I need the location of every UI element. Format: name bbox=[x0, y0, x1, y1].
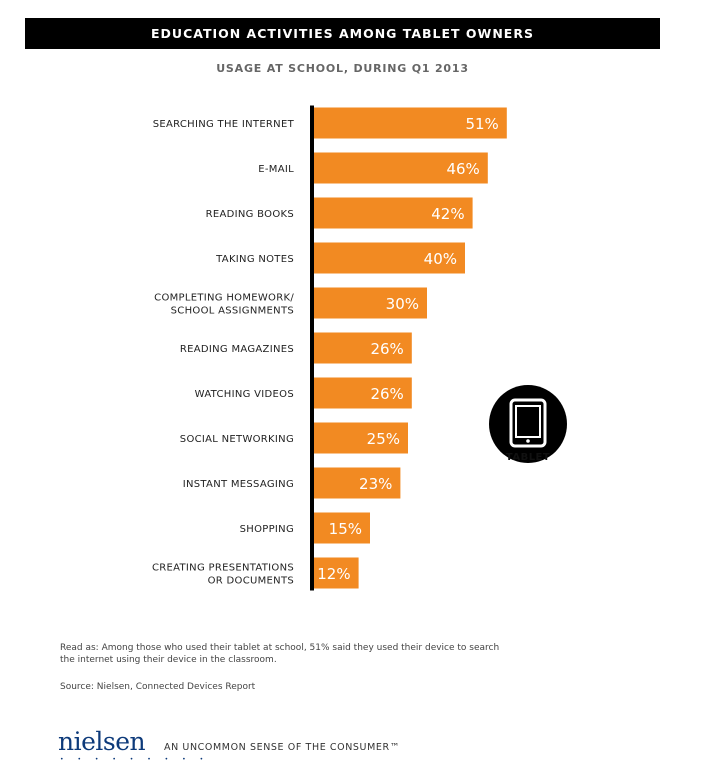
chart-subtitle: USAGE AT SCHOOL, DURING Q1 2013 bbox=[216, 62, 469, 75]
bar-8 bbox=[313, 467, 401, 499]
value-label-3: 40% bbox=[424, 250, 457, 268]
value-label-1: 46% bbox=[446, 160, 479, 178]
value-label-8: 23% bbox=[359, 475, 392, 493]
value-label-2: 42% bbox=[431, 205, 464, 223]
value-label-4: 30% bbox=[386, 295, 419, 313]
nielsen-logo: nielsen bbox=[58, 727, 146, 756]
bar-2 bbox=[313, 197, 473, 229]
value-label-10: 12% bbox=[317, 565, 350, 583]
value-label-0: 51% bbox=[465, 115, 498, 133]
value-label-9: 15% bbox=[329, 520, 362, 538]
category-label-1: E-MAIL bbox=[258, 164, 294, 175]
bar-chart: 51% SEARCHING THE INTERNET 46% E-MAIL 42% REA… bbox=[152, 105, 507, 591]
category-label-9: SHOPPING bbox=[240, 524, 294, 535]
bar-3 bbox=[313, 242, 465, 274]
tablet-label: TABLET bbox=[505, 452, 551, 463]
chart-title: EDUCATION ACTIVITIES AMONG TABLET OWNERS bbox=[25, 18, 660, 49]
category-label-5: READING MAGAZINES bbox=[180, 344, 294, 355]
bar-9 bbox=[313, 512, 370, 544]
bar-1 bbox=[313, 152, 488, 184]
category-label-3: TAKING NOTES bbox=[215, 254, 294, 265]
logo-dots: • • • • • • • • • bbox=[60, 756, 210, 763]
tagline: AN UNCOMMON SENSE OF THE CONSUMER™ bbox=[164, 742, 400, 753]
bar-6 bbox=[313, 377, 412, 409]
category-label-4: COMPLETING HOMEWORK/SCHOOL ASSIGNMENTS bbox=[154, 293, 294, 317]
source-note: Source: Nielsen, Connected Devices Repor… bbox=[60, 682, 256, 692]
bar-7 bbox=[313, 422, 408, 454]
category-label-6: WATCHING VIDEOS bbox=[195, 389, 294, 400]
category-label-7: SOCIAL NETWORKING bbox=[180, 434, 294, 445]
value-label-6: 26% bbox=[370, 385, 403, 403]
bar-5 bbox=[313, 332, 412, 364]
category-label-0: SEARCHING THE INTERNET bbox=[153, 119, 295, 130]
value-label-5: 26% bbox=[370, 340, 403, 358]
bar-0 bbox=[313, 107, 507, 139]
value-label-7: 25% bbox=[367, 430, 400, 448]
bar-10 bbox=[313, 557, 359, 589]
read-as-note: Read as: Among those who used their tabl… bbox=[60, 643, 500, 665]
category-label-10: CREATING PRESENTATIONS OR DOCUMENTS bbox=[152, 563, 294, 587]
tablet-icon bbox=[489, 385, 567, 463]
category-label-2: READING BOOKS bbox=[206, 209, 294, 220]
bar-4 bbox=[313, 287, 427, 319]
category-label-8: INSTANT MESSAGING bbox=[183, 479, 294, 490]
